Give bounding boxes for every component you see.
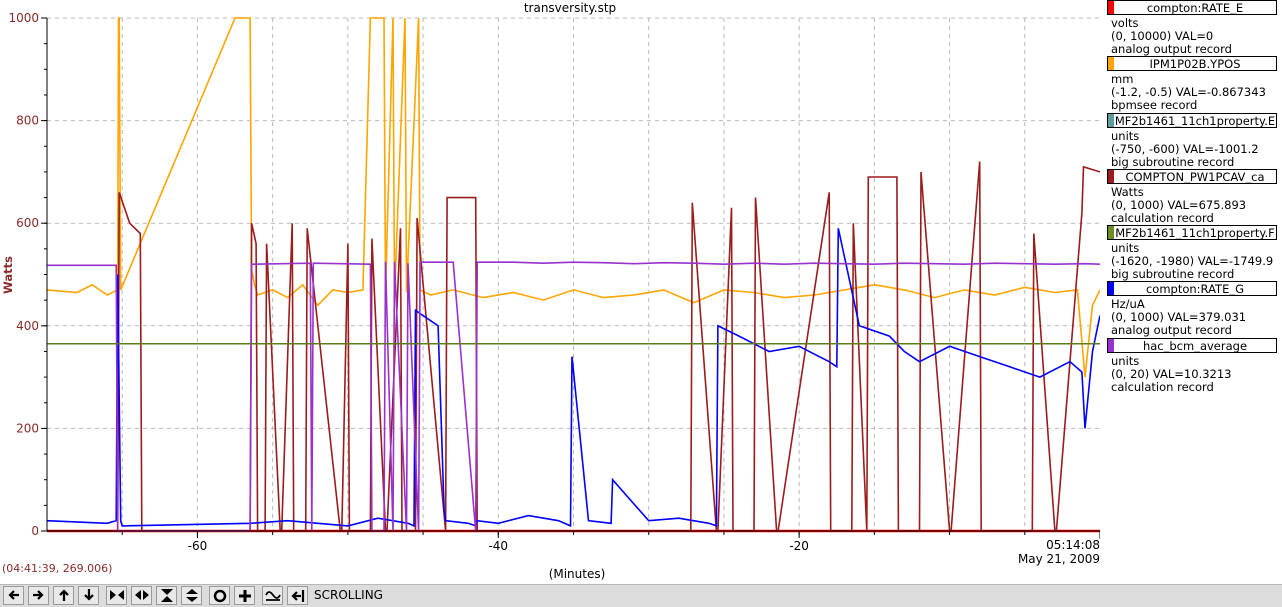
legend-name[interactable]: compton:RATE_E <box>1107 0 1277 15</box>
legend-range-val: (-750, -600) VAL=-1001.2 <box>1111 141 1259 156</box>
legend-range-val: (0, 1000) VAL=379.031 <box>1111 310 1247 325</box>
legend-name-text: IPM1P02B.YPOS <box>1149 57 1241 72</box>
y-tick-label: 800 <box>16 114 39 128</box>
legend-range-val: (0, 10000) VAL=0 <box>1111 29 1214 43</box>
legend-units: units <box>1111 353 1140 368</box>
plus-button[interactable] <box>234 586 255 605</box>
legend-name[interactable]: hac_bcm_average <box>1107 337 1277 353</box>
arrow-left-icon <box>8 590 19 600</box>
y-tick-label: 600 <box>16 216 39 230</box>
jump-end-icon <box>291 590 305 602</box>
legend-rtype: calculation record <box>1111 210 1214 225</box>
toolbar: SCROLLING <box>0 584 1282 607</box>
arrow-up-icon <box>59 589 69 601</box>
mode-label: SCROLLING <box>314 588 383 602</box>
legend-name-text: hac_bcm_average <box>1142 338 1248 353</box>
legend-name[interactable]: MF2b1461_11ch1property.F <box>1107 225 1277 241</box>
x-tick-label: -20 <box>789 539 809 553</box>
expand-horizontal-icon <box>110 590 124 600</box>
legend-rtype: calculation record <box>1111 379 1214 394</box>
legend-units: units <box>1111 241 1140 256</box>
legend-units: units <box>1111 128 1140 143</box>
axes: 0 200 400 600 800 1000 -60 -40 -20 <box>8 11 1100 553</box>
y-tick-label: 0 <box>31 524 39 538</box>
legend-swatch <box>1108 169 1114 183</box>
y-axis-label: Watts <box>1 256 15 294</box>
end-time-label: 05:14:08 <box>1046 538 1100 552</box>
expand-vertical-button[interactable] <box>156 586 177 605</box>
legend-rtype: bpmsee record <box>1111 98 1198 113</box>
legend-rtype: big subroutine record <box>1111 267 1235 282</box>
wave-icon <box>265 591 281 601</box>
expand-vertical-icon <box>161 589 173 602</box>
legend-rtype: big subroutine record <box>1111 154 1235 169</box>
y-tick-label: 1000 <box>8 11 39 25</box>
shrink-vertical-button[interactable] <box>181 586 202 605</box>
legend-range-val: (-1620, -1980) VAL=-1749.9 <box>1111 254 1274 269</box>
legend-units: Hz/uA <box>1111 297 1145 312</box>
shrink-vertical-icon <box>186 589 198 602</box>
legend-swatch <box>1108 226 1114 240</box>
legend-item-hac-bcm-average[interactable]: hac_bcm_average units (0, 20) VAL=10.3213 c… <box>1103 337 1282 394</box>
circle-button[interactable] <box>209 586 230 605</box>
legend-name-text: MF2b1461_11ch1property.F <box>1115 226 1275 241</box>
chart-title: transversity.stp <box>524 1 616 15</box>
grid <box>47 17 1100 532</box>
arrow-up-button[interactable] <box>53 586 74 605</box>
legend-name-text: COMPTON_PW1PCAV_ca <box>1125 169 1265 184</box>
legend-range-val: (-1.2, -0.5) VAL=-0.867343 <box>1111 85 1266 100</box>
end-date-label: May 21, 2009 <box>1018 552 1100 566</box>
legend-units: volts <box>1111 16 1139 30</box>
wave-button[interactable] <box>262 586 283 605</box>
legend-swatch <box>1108 282 1114 296</box>
series-compton-pw1pcav-ca <box>47 161 1100 532</box>
x-tick-label: -40 <box>488 539 508 553</box>
legend-rtype: analog output record <box>1111 323 1232 338</box>
legend-rtype: analog output record <box>1111 42 1232 56</box>
legend-item-compton-pw1pcav-ca[interactable]: COMPTON_PW1PCAV_ca Watts (0, 1000) VAL=675… <box>1103 168 1282 225</box>
legend-name[interactable]: IPM1P02B.YPOS <box>1107 56 1277 72</box>
legend-range-val: (0, 20) VAL=10.3213 <box>1111 366 1232 381</box>
arrow-right-icon <box>33 590 44 600</box>
legend-item-mf2b1461-11ch1property-e[interactable]: MF2b1461_11ch1property.E units (-750, -600… <box>1103 112 1282 169</box>
series-ipm1p02b-ypos <box>46 17 1100 378</box>
legend-name[interactable]: COMPTON_PW1PCAV_ca <box>1107 168 1277 184</box>
x-tick-label: -60 <box>188 539 208 553</box>
legend-item-compton-rate-g[interactable]: compton:RATE_G Hz/uA (0, 1000) VAL=379.031… <box>1103 281 1282 337</box>
legend-range-val: (0, 1000) VAL=675.893 <box>1111 197 1247 212</box>
legend: compton:RATE_E volts (0, 10000) VAL=0 analo… <box>1103 0 1282 394</box>
jump-end-button[interactable] <box>287 586 308 605</box>
legend-units: Watts <box>1111 184 1144 199</box>
legend-name-text: compton:RATE_E <box>1146 1 1244 15</box>
cursor-readout: (04:41:39, 269.006) <box>2 562 113 575</box>
legend-name-text: MF2b1461_11ch1property.E <box>1114 113 1276 128</box>
legend-units: mm <box>1111 72 1134 87</box>
circle-icon <box>213 589 227 603</box>
legend-name[interactable]: MF2b1461_11ch1property.E <box>1107 112 1277 128</box>
legend-swatch <box>1108 1 1114 14</box>
series-compton-rate-g <box>46 228 1100 528</box>
y-tick-label: 400 <box>16 319 39 333</box>
strip-chart[interactable]: 0 200 400 600 800 1000 -60 -40 -20 transversity.… <box>0 0 1100 584</box>
legend-swatch <box>1108 57 1114 71</box>
arrow-down-button[interactable] <box>78 586 99 605</box>
shrink-horizontal-icon <box>135 590 149 600</box>
legend-swatch <box>1108 338 1114 352</box>
y-tick-label: 200 <box>16 421 39 435</box>
plus-icon <box>239 590 251 602</box>
arrow-left-button[interactable] <box>3 586 24 605</box>
arrow-down-icon <box>84 589 94 601</box>
legend-name-text: compton:RATE_G <box>1145 282 1245 297</box>
arrow-right-button[interactable] <box>28 586 49 605</box>
legend-name[interactable]: compton:RATE_G <box>1107 281 1277 297</box>
legend-item-mf2b1461-11ch1property-f[interactable]: MF2b1461_11ch1property.F units (-1620, -19… <box>1103 225 1282 281</box>
legend-swatch <box>1108 113 1114 127</box>
shrink-horizontal-button[interactable] <box>131 586 152 605</box>
legend-item-ipm1p02b-ypos[interactable]: IPM1P02B.YPOS mm (-1.2, -0.5) VAL=-0.86734… <box>1103 56 1282 112</box>
series-hac-bcm-average <box>47 261 1100 532</box>
expand-horizontal-button[interactable] <box>106 586 127 605</box>
x-axis-label: (Minutes) <box>549 567 606 581</box>
